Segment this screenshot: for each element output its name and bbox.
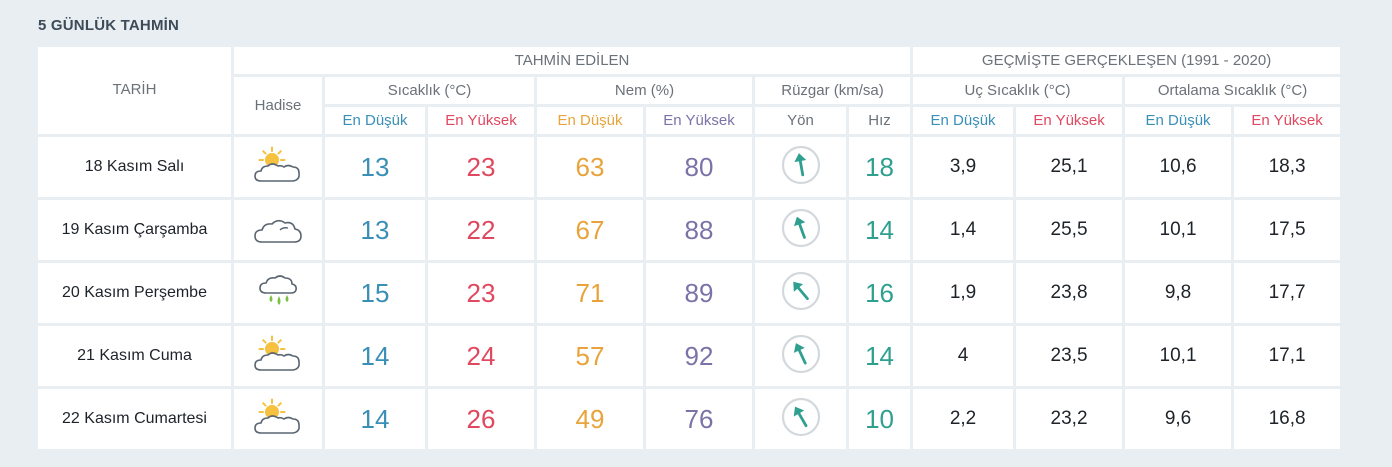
average-low-cell: 9,8 — [1125, 263, 1232, 323]
temp-high-cell: 26 — [428, 389, 534, 449]
partly-cloudy-icon — [252, 334, 304, 374]
subheader-extreme-high: En Yüksek — [1016, 107, 1123, 134]
wind-direction-cell — [755, 200, 846, 260]
table-row: 22 Kasım Cumartesi 14 26 49 76 10 2,2 23… — [38, 389, 1341, 449]
humidity-low-cell: 67 — [537, 200, 643, 260]
average-high-cell: 17,7 — [1234, 263, 1341, 323]
extreme-high-cell: 25,5 — [1016, 200, 1123, 260]
subheader-temp-high: En Yüksek — [428, 107, 534, 134]
weather-icon-cell — [234, 137, 322, 197]
header-wind: Rüzgar (km/sa) — [755, 77, 911, 104]
forecast-table: TARİH TAHMİN EDİLEN GEÇMİŞTE GERÇEKLEŞEN… — [35, 44, 1343, 452]
wind-speed-cell: 14 — [849, 200, 911, 260]
humidity-high-cell: 80 — [646, 137, 752, 197]
temp-low-cell: 13 — [325, 200, 425, 260]
header-hadise: Hadise — [234, 77, 322, 134]
temp-high-cell: 22 — [428, 200, 534, 260]
subheader-wind-direction: Yön — [755, 107, 846, 134]
wind-direction-cell — [755, 326, 846, 386]
temp-high-cell: 24 — [428, 326, 534, 386]
date-cell: 18 Kasım Salı — [38, 137, 231, 197]
humidity-high-cell: 76 — [646, 389, 752, 449]
humidity-low-cell: 57 — [537, 326, 643, 386]
table-row: 21 Kasım Cuma 14 24 57 92 14 4 23,5 10,1… — [38, 326, 1341, 386]
header-average-temperature: Ortalama Sıcaklık (°C) — [1125, 77, 1341, 104]
subheader-temp-low: En Düşük — [325, 107, 425, 134]
rain-icon — [252, 271, 304, 311]
partly-cloudy-icon — [252, 397, 304, 437]
weather-icon-cell — [234, 389, 322, 449]
extreme-high-cell: 25,1 — [1016, 137, 1123, 197]
temp-low-cell: 14 — [325, 326, 425, 386]
humidity-low-cell: 49 — [537, 389, 643, 449]
weather-icon-cell — [234, 200, 322, 260]
extreme-low-cell: 2,2 — [913, 389, 1014, 449]
extreme-low-cell: 3,9 — [913, 137, 1014, 197]
header-temperature: Sıcaklık (°C) — [325, 77, 534, 104]
subheader-wind-speed: Hız — [849, 107, 911, 134]
humidity-high-cell: 92 — [646, 326, 752, 386]
partly-cloudy-icon — [252, 145, 304, 185]
temp-high-cell: 23 — [428, 137, 534, 197]
header-history-group: GEÇMİŞTE GERÇEKLEŞEN (1991 - 2020) — [913, 47, 1341, 74]
extreme-low-cell: 4 — [913, 326, 1014, 386]
average-low-cell: 10,1 — [1125, 200, 1232, 260]
wind-direction-arrow-icon — [781, 397, 821, 437]
extreme-high-cell: 23,5 — [1016, 326, 1123, 386]
header-tarih: TARİH — [38, 47, 231, 134]
weather-icon-cell — [234, 263, 322, 323]
temp-low-cell: 13 — [325, 137, 425, 197]
weather-icon-cell — [234, 326, 322, 386]
temp-low-cell: 15 — [325, 263, 425, 323]
date-cell: 20 Kasım Perşembe — [38, 263, 231, 323]
average-high-cell: 17,1 — [1234, 326, 1341, 386]
wind-direction-cell — [755, 389, 846, 449]
subheader-humidity-low: En Düşük — [537, 107, 643, 134]
average-high-cell: 18,3 — [1234, 137, 1341, 197]
header-extreme-temperature: Uç Sıcaklık (°C) — [913, 77, 1123, 104]
subheader-humidity-high: En Yüksek — [646, 107, 752, 134]
humidity-high-cell: 88 — [646, 200, 752, 260]
extreme-low-cell: 1,4 — [913, 200, 1014, 260]
wind-speed-cell: 10 — [849, 389, 911, 449]
subheader-average-high: En Yüksek — [1234, 107, 1341, 134]
average-high-cell: 16,8 — [1234, 389, 1341, 449]
humidity-low-cell: 63 — [537, 137, 643, 197]
header-humidity: Nem (%) — [537, 77, 752, 104]
average-high-cell: 17,5 — [1234, 200, 1341, 260]
extreme-high-cell: 23,2 — [1016, 389, 1123, 449]
wind-direction-arrow-icon — [781, 271, 821, 311]
temp-high-cell: 23 — [428, 263, 534, 323]
date-cell: 22 Kasım Cumartesi — [38, 389, 231, 449]
wind-direction-cell — [755, 137, 846, 197]
page-title: 5 GÜNLÜK TAHMİN — [38, 17, 180, 34]
humidity-high-cell: 89 — [646, 263, 752, 323]
subheader-extreme-low: En Düşük — [913, 107, 1014, 134]
date-cell: 19 Kasım Çarşamba — [38, 200, 231, 260]
temp-low-cell: 14 — [325, 389, 425, 449]
table-row: 18 Kasım Salı 13 23 63 80 18 3,9 25,1 10… — [38, 137, 1341, 197]
extreme-high-cell: 23,8 — [1016, 263, 1123, 323]
average-low-cell: 9,6 — [1125, 389, 1232, 449]
wind-direction-arrow-icon — [781, 334, 821, 374]
table-row: 20 Kasım Perşembe 15 23 71 89 16 1,9 23,… — [38, 263, 1341, 323]
date-cell: 21 Kasım Cuma — [38, 326, 231, 386]
subheader-average-low: En Düşük — [1125, 107, 1232, 134]
average-low-cell: 10,6 — [1125, 137, 1232, 197]
average-low-cell: 10,1 — [1125, 326, 1232, 386]
header-forecast-group: TAHMİN EDİLEN — [234, 47, 911, 74]
wind-direction-arrow-icon — [781, 208, 821, 248]
wind-direction-arrow-icon — [781, 145, 821, 185]
wind-speed-cell: 16 — [849, 263, 911, 323]
wind-speed-cell: 18 — [849, 137, 911, 197]
humidity-low-cell: 71 — [537, 263, 643, 323]
wind-speed-cell: 14 — [849, 326, 911, 386]
cloudy-icon — [252, 208, 304, 248]
extreme-low-cell: 1,9 — [913, 263, 1014, 323]
table-row: 19 Kasım Çarşamba 13 22 67 88 14 1,4 25,… — [38, 200, 1341, 260]
wind-direction-cell — [755, 263, 846, 323]
